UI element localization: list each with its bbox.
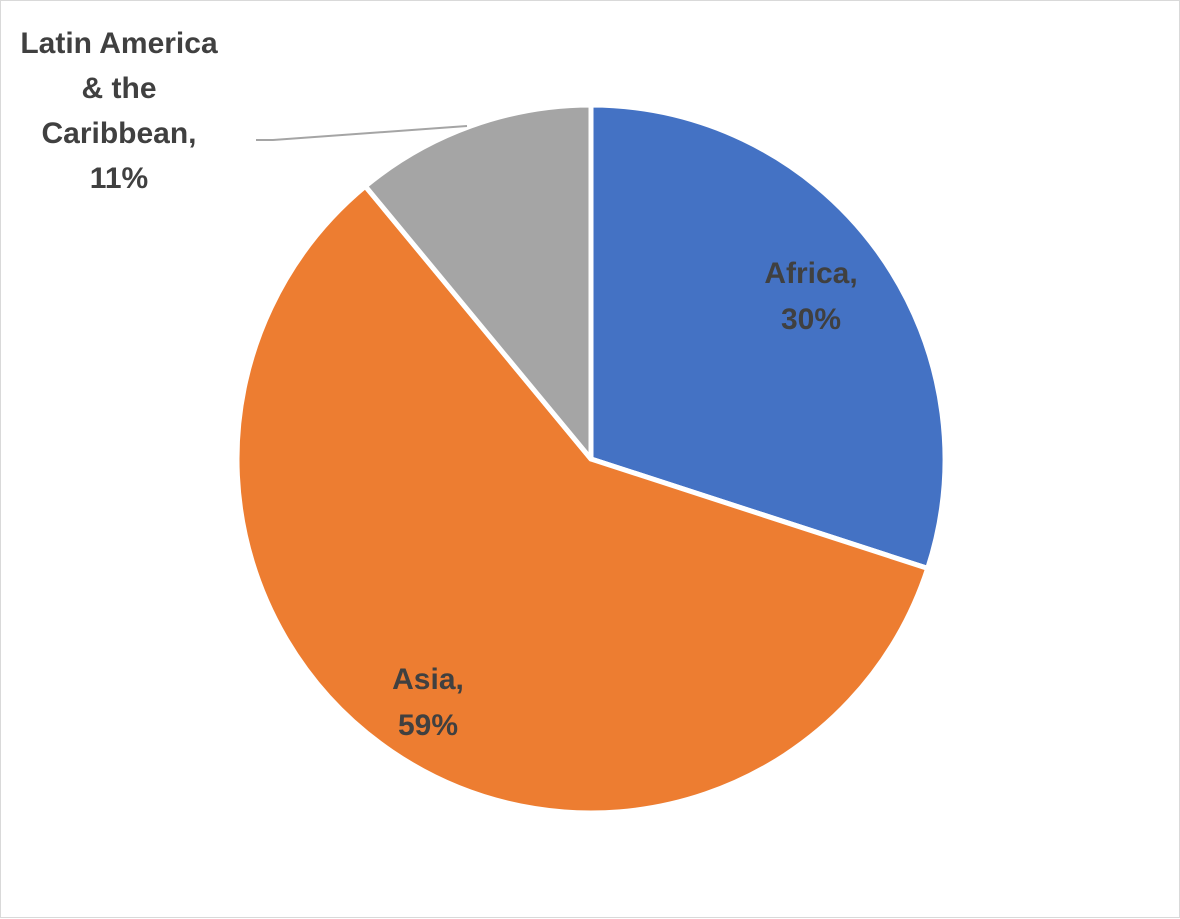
data-label-line: 59% [398, 709, 458, 742]
leader-line-latin-america-the-caribbean [256, 125, 468, 141]
data-label-line: Caribbean, [41, 117, 196, 150]
data-label-latin-america-the-caribbean: Latin America & the Caribbean, 11% [20, 27, 218, 195]
data-label-line: Africa, [764, 257, 857, 290]
data-label-line: 11% [90, 162, 148, 195]
pie-slice-asia [234, 183, 931, 816]
data-label-line: & the [82, 72, 157, 105]
data-label-line: Latin America [20, 27, 218, 60]
data-label-line: Asia, [392, 663, 464, 696]
data-label-africa: Africa, 30% [764, 257, 857, 336]
data-label-asia: Asia, 59% [392, 663, 464, 742]
pie-slice-latin-america-the-caribbean [362, 102, 594, 462]
pie-slice-africa [588, 102, 948, 571]
data-label-line: 30% [781, 303, 841, 336]
